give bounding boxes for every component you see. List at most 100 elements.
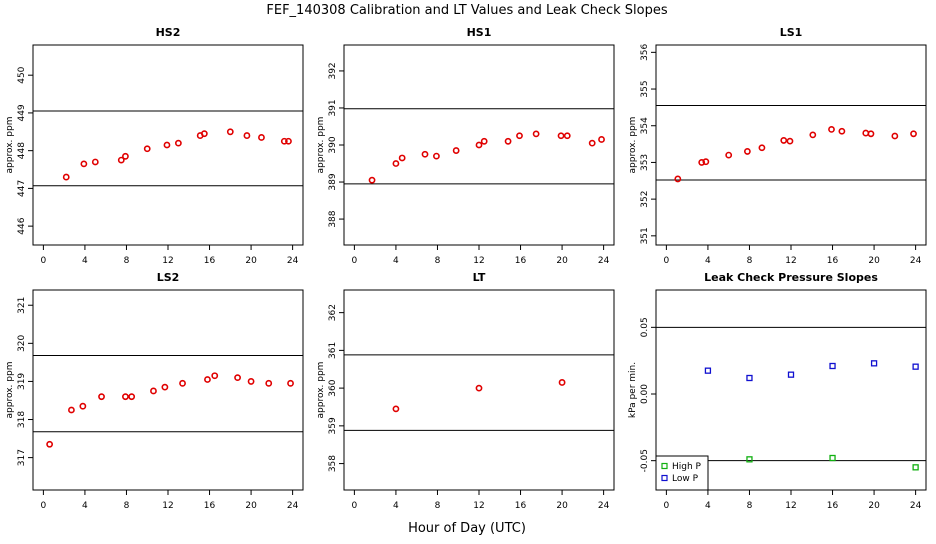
x-tick-label: 8 bbox=[435, 256, 441, 266]
y-tick-label: 362 bbox=[328, 304, 338, 321]
x-tick-label: 16 bbox=[827, 256, 839, 266]
panel-6: Leak Check Pressure Slopes 0 4 8 12 16 20 24 -0.… bbox=[628, 271, 927, 511]
data-point bbox=[200, 130, 208, 138]
y-tick-label: 388 bbox=[328, 210, 338, 227]
data-point bbox=[179, 379, 186, 387]
y-axis-label: approx. ppm bbox=[316, 117, 326, 174]
y-tick-label: 355 bbox=[640, 80, 650, 97]
data-point bbox=[285, 137, 292, 145]
data-point bbox=[398, 154, 406, 162]
y-tick-label: 446 bbox=[17, 217, 27, 234]
y-axis-label: kPa per min. bbox=[628, 362, 638, 418]
y-tick-label: 360 bbox=[328, 379, 338, 396]
data-point bbox=[247, 378, 255, 385]
y-tick-label: -0.05 bbox=[640, 449, 650, 472]
data-point bbox=[174, 139, 182, 147]
y-tick-label: 354 bbox=[640, 117, 650, 134]
panel-title: HS2 bbox=[156, 26, 181, 39]
y-tick-label: 391 bbox=[328, 99, 338, 116]
x-tick-label: 4 bbox=[705, 501, 711, 511]
data-point bbox=[862, 129, 870, 137]
data-point bbox=[150, 387, 157, 395]
x-tick-label: 8 bbox=[747, 256, 753, 266]
data-point bbox=[421, 150, 429, 158]
data-point bbox=[674, 175, 682, 183]
data-point bbox=[698, 159, 706, 166]
x-tick-label: 20 bbox=[556, 501, 568, 511]
x-tick-label: 4 bbox=[705, 256, 711, 266]
y-tick-label: 318 bbox=[17, 411, 27, 428]
x-tick-label: 12 bbox=[162, 501, 173, 511]
legend-marker bbox=[661, 462, 668, 470]
data-point bbox=[838, 127, 846, 135]
data-point bbox=[163, 141, 171, 149]
x-tick-label: 0 bbox=[352, 501, 358, 511]
x-tick-label: 0 bbox=[352, 256, 358, 266]
data-point bbox=[532, 130, 540, 138]
y-tick-label: 392 bbox=[328, 62, 338, 79]
y-tick-label: 351 bbox=[640, 227, 650, 244]
y-tick-label: 320 bbox=[17, 334, 27, 351]
data-point bbox=[758, 144, 766, 152]
x-tick-label: 16 bbox=[515, 256, 527, 266]
plot-frame bbox=[343, 44, 615, 246]
data-point bbox=[226, 128, 234, 136]
data-point bbox=[870, 360, 878, 367]
data-point bbox=[433, 152, 440, 160]
data-point bbox=[46, 440, 54, 448]
x-tick-label: 24 bbox=[910, 501, 922, 511]
y-tick-label: 449 bbox=[17, 104, 27, 121]
plot-frame bbox=[655, 44, 927, 246]
y-tick-label: 447 bbox=[17, 180, 27, 197]
y-axis-label: approx. ppm bbox=[5, 362, 15, 419]
data-point bbox=[280, 137, 288, 145]
data-point bbox=[912, 363, 919, 370]
x-tick-label: 12 bbox=[785, 256, 796, 266]
data-point bbox=[558, 379, 566, 386]
x-tick-label: 4 bbox=[393, 501, 399, 511]
data-point bbox=[475, 141, 483, 149]
data-point bbox=[910, 130, 917, 138]
x-tick-label: 20 bbox=[868, 501, 880, 511]
x-tick-label: 8 bbox=[124, 256, 130, 266]
panel-5: LT 0 4 8 12 16 20 24 358 359 360 361 362 approx. ppm bbox=[316, 271, 615, 511]
y-tick-label: 0.00 bbox=[640, 384, 650, 404]
data-point bbox=[598, 136, 605, 143]
x-tick-label: 8 bbox=[747, 501, 753, 511]
y-tick-label: 361 bbox=[328, 342, 338, 359]
y-tick-label: 353 bbox=[640, 154, 650, 171]
data-point bbox=[80, 160, 88, 168]
y-axis-label: approx. ppm bbox=[316, 362, 326, 419]
data-point bbox=[504, 137, 512, 145]
x-tick-label: 4 bbox=[82, 501, 88, 511]
x-tick-label: 24 bbox=[910, 256, 922, 266]
legend-label: High P bbox=[672, 462, 702, 472]
panel-4: LS2 0 4 8 12 16 20 24 317 318 319 320 321 approx. ppm bbox=[5, 271, 304, 511]
data-point bbox=[452, 147, 460, 154]
data-point bbox=[746, 374, 753, 382]
x-tick-label: 16 bbox=[515, 501, 527, 511]
data-point bbox=[516, 132, 523, 140]
data-point bbox=[704, 367, 712, 374]
data-point bbox=[829, 362, 836, 370]
legend-marker bbox=[661, 474, 668, 482]
data-point bbox=[702, 158, 710, 166]
panel-title: LT bbox=[473, 271, 486, 284]
y-tick-label: 390 bbox=[328, 136, 338, 153]
x-tick-label: 20 bbox=[556, 256, 568, 266]
y-tick-label: 356 bbox=[640, 43, 650, 60]
panel-1: HS2 0 4 8 12 16 20 24 446 447 448 449 450 approx. ppm bbox=[5, 26, 304, 266]
y-tick-label: 389 bbox=[328, 173, 338, 190]
legend: High P Low P bbox=[655, 455, 709, 491]
x-tick-label: 12 bbox=[473, 501, 484, 511]
x-tick-label: 24 bbox=[598, 501, 610, 511]
x-tick-label: 16 bbox=[827, 501, 839, 511]
figure-title: FEF_140308 Calibration and LT Values and… bbox=[266, 3, 667, 18]
x-tick-label: 4 bbox=[393, 256, 399, 266]
x-tick-label: 12 bbox=[785, 501, 796, 511]
x-tick-label: 12 bbox=[473, 256, 484, 266]
data-point bbox=[787, 371, 795, 378]
data-point bbox=[891, 132, 899, 140]
data-point bbox=[98, 393, 105, 401]
